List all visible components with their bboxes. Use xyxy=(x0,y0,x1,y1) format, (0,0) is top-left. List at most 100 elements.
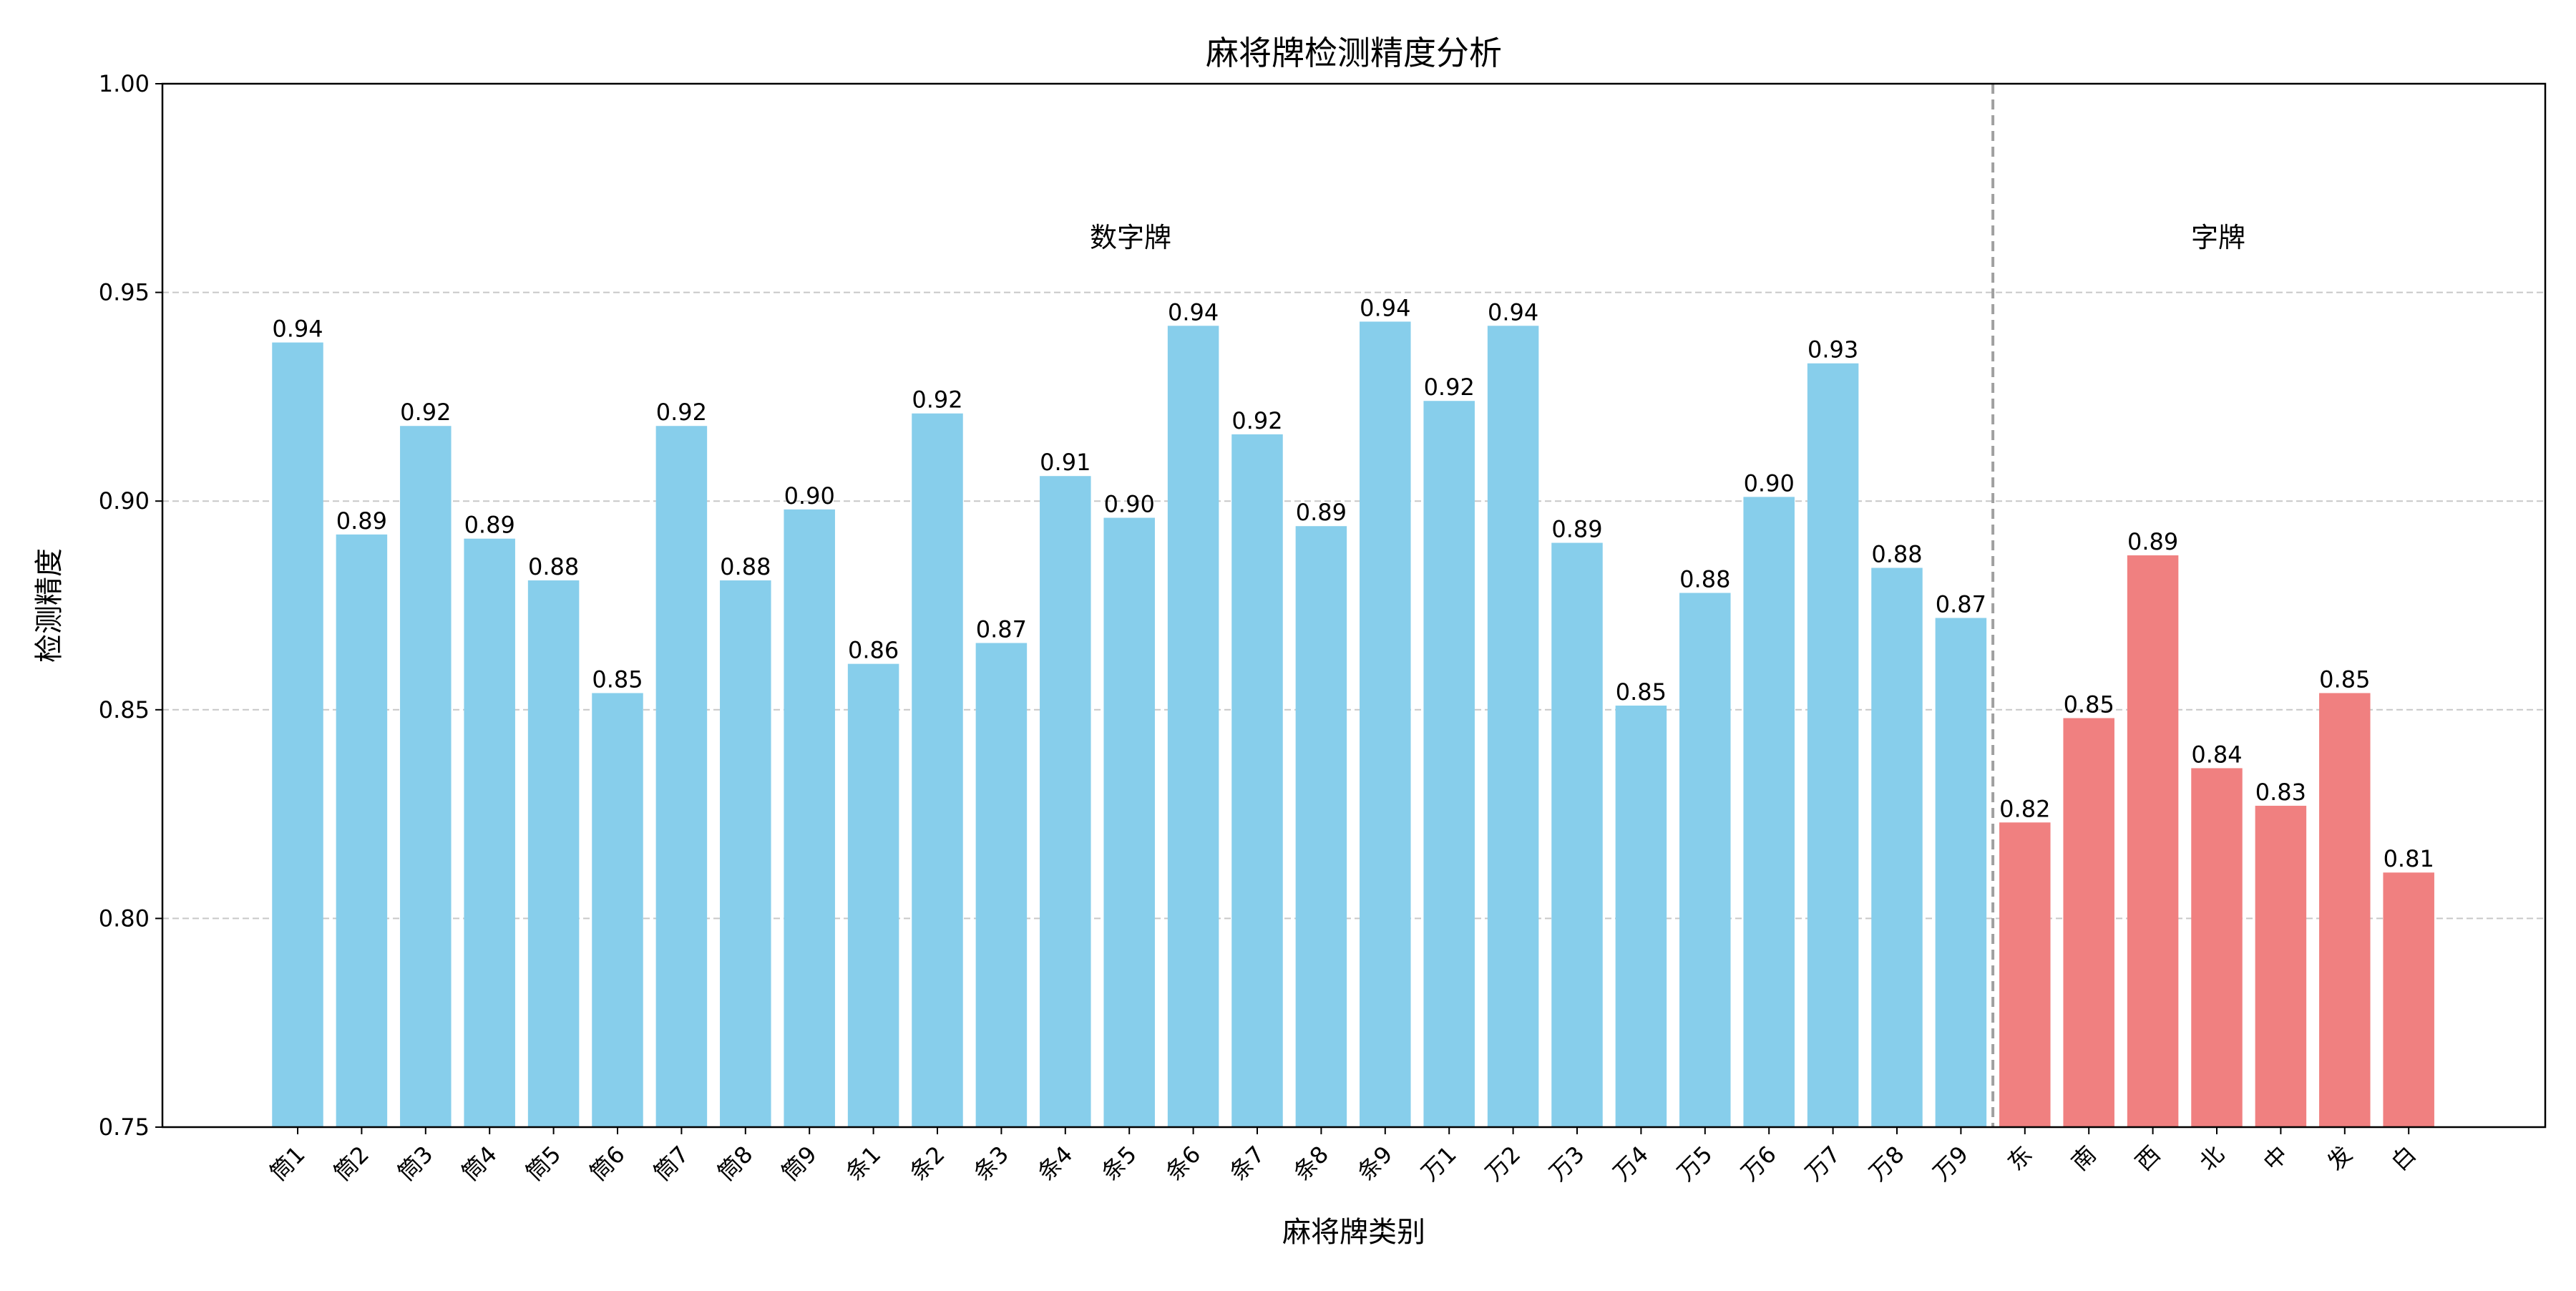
data-label: 0.82 xyxy=(1999,795,2050,822)
x-tick-label: 筒3 xyxy=(393,1141,439,1187)
x-tick-label: 白 xyxy=(2386,1141,2421,1176)
x-tick-label: 条9 xyxy=(1352,1141,1398,1187)
bar xyxy=(1871,567,1923,1127)
x-tick-label: 万7 xyxy=(1800,1141,1845,1187)
bar xyxy=(1551,542,1603,1127)
data-label: 0.93 xyxy=(1807,336,1858,364)
x-tick-label: 条2 xyxy=(904,1141,950,1187)
data-label: 0.88 xyxy=(1871,541,1922,568)
bar xyxy=(1231,434,1283,1127)
bar xyxy=(2319,693,2371,1127)
data-label: 0.89 xyxy=(336,507,387,535)
x-tick-label: 万8 xyxy=(1864,1141,1910,1187)
x-tick-label: 筒5 xyxy=(520,1141,566,1187)
x-tick-label: 西 xyxy=(2130,1141,2166,1176)
data-label: 0.85 xyxy=(2064,691,2114,718)
x-tick-label: 万6 xyxy=(1736,1141,1782,1187)
data-label: 0.85 xyxy=(2319,666,2370,693)
data-label: 0.92 xyxy=(400,399,451,426)
x-tick-label: 条7 xyxy=(1224,1141,1270,1187)
bar xyxy=(400,426,452,1127)
data-label: 0.88 xyxy=(1679,566,1730,593)
bar xyxy=(1615,705,1667,1127)
y-axis: 0.75 0.80 0.85 0.90 0.95 1.00 xyxy=(99,70,162,1141)
x-tick-label: 筒6 xyxy=(585,1141,630,1187)
x-tick-label: 筒7 xyxy=(648,1141,694,1187)
data-label: 0.87 xyxy=(1936,590,1986,618)
data-label: 0.83 xyxy=(2255,779,2306,806)
x-tick-label: 东 xyxy=(2002,1141,2038,1176)
x-tick-label: 条4 xyxy=(1033,1141,1078,1187)
data-label: 0.84 xyxy=(2191,741,2242,768)
bar xyxy=(336,534,388,1127)
bar xyxy=(527,580,580,1127)
y-tick-label: 0.85 xyxy=(99,696,150,724)
bar xyxy=(2127,555,2179,1127)
data-label: 0.92 xyxy=(656,399,707,426)
bar xyxy=(1295,526,1347,1127)
x-tick-label: 万1 xyxy=(1416,1141,1462,1187)
bar xyxy=(720,580,771,1127)
bar xyxy=(2383,872,2434,1127)
data-label: 0.88 xyxy=(528,553,579,580)
data-label: 0.89 xyxy=(1296,499,1347,526)
bar xyxy=(2063,718,2114,1127)
x-tick-label: 万9 xyxy=(1928,1141,1974,1187)
data-label: 0.92 xyxy=(1231,407,1282,434)
bar xyxy=(975,643,1028,1127)
bar xyxy=(2191,768,2243,1127)
x-tick-label: 万5 xyxy=(1672,1141,1718,1187)
x-axis-label: 麻将牌类别 xyxy=(1282,1216,1425,1249)
data-label: 0.90 xyxy=(1744,469,1795,497)
data-labels: 0.94 0.89 0.92 0.89 0.88 0.85 0.92 0.88 0.90 0.86… xyxy=(272,294,2434,872)
bar xyxy=(847,663,899,1127)
data-label: 0.90 xyxy=(1104,491,1155,518)
y-tick-label: 1.00 xyxy=(99,70,150,97)
bar xyxy=(912,413,963,1127)
y-tick-label: 0.75 xyxy=(99,1114,150,1141)
data-label: 0.94 xyxy=(1168,298,1219,326)
bar xyxy=(1999,822,2051,1127)
x-tick-label: 条1 xyxy=(840,1141,886,1187)
bar xyxy=(464,538,515,1127)
plot-frame xyxy=(161,82,2547,1129)
chart-title: 麻将牌检测精度分析 xyxy=(1206,34,1502,72)
x-axis: 筒1 筒2 筒3 筒4 筒5 筒6 筒7 筒8 筒9 条1 条2 条3 条4 条5 条6 条7 条8 条9 万1 万2… xyxy=(265,1127,2421,1187)
bar xyxy=(1743,497,1795,1127)
bars xyxy=(272,321,2434,1128)
bar xyxy=(1103,517,1155,1127)
x-tick-label: 筒4 xyxy=(457,1141,502,1187)
data-label: 0.86 xyxy=(848,637,899,664)
x-tick-label: 万3 xyxy=(1544,1141,1590,1187)
x-tick-label: 筒1 xyxy=(265,1141,311,1187)
x-tick-label: 筒9 xyxy=(776,1141,822,1187)
data-label: 0.85 xyxy=(592,666,643,693)
bar xyxy=(272,342,323,1128)
data-label: 0.94 xyxy=(1488,298,1538,326)
data-label: 0.85 xyxy=(1616,678,1667,706)
bar xyxy=(1679,593,1731,1127)
x-tick-label: 筒2 xyxy=(328,1141,374,1187)
group-label-number-tiles: 数字牌 xyxy=(1090,222,1171,253)
grid-lines xyxy=(162,291,2545,920)
bar xyxy=(1040,476,1091,1127)
bar xyxy=(655,426,708,1127)
bar xyxy=(1935,618,1987,1127)
data-label: 0.81 xyxy=(2384,845,2434,872)
x-tick-label: 北 xyxy=(2194,1141,2230,1176)
bar xyxy=(784,509,835,1127)
bar xyxy=(1167,326,1219,1128)
bar xyxy=(1487,326,1539,1128)
bar xyxy=(2255,805,2307,1127)
data-label: 0.88 xyxy=(720,553,771,580)
x-tick-label: 条3 xyxy=(968,1141,1014,1187)
x-tick-label: 条5 xyxy=(1096,1141,1142,1187)
x-tick-label: 万2 xyxy=(1480,1141,1526,1187)
data-label: 0.89 xyxy=(464,512,515,539)
x-tick-label: 条6 xyxy=(1160,1141,1206,1187)
data-label: 0.89 xyxy=(1551,516,1602,543)
bar xyxy=(1423,401,1475,1127)
data-label: 0.92 xyxy=(912,386,962,414)
x-tick-label: 万4 xyxy=(1608,1141,1654,1187)
data-label: 0.94 xyxy=(1360,294,1410,321)
